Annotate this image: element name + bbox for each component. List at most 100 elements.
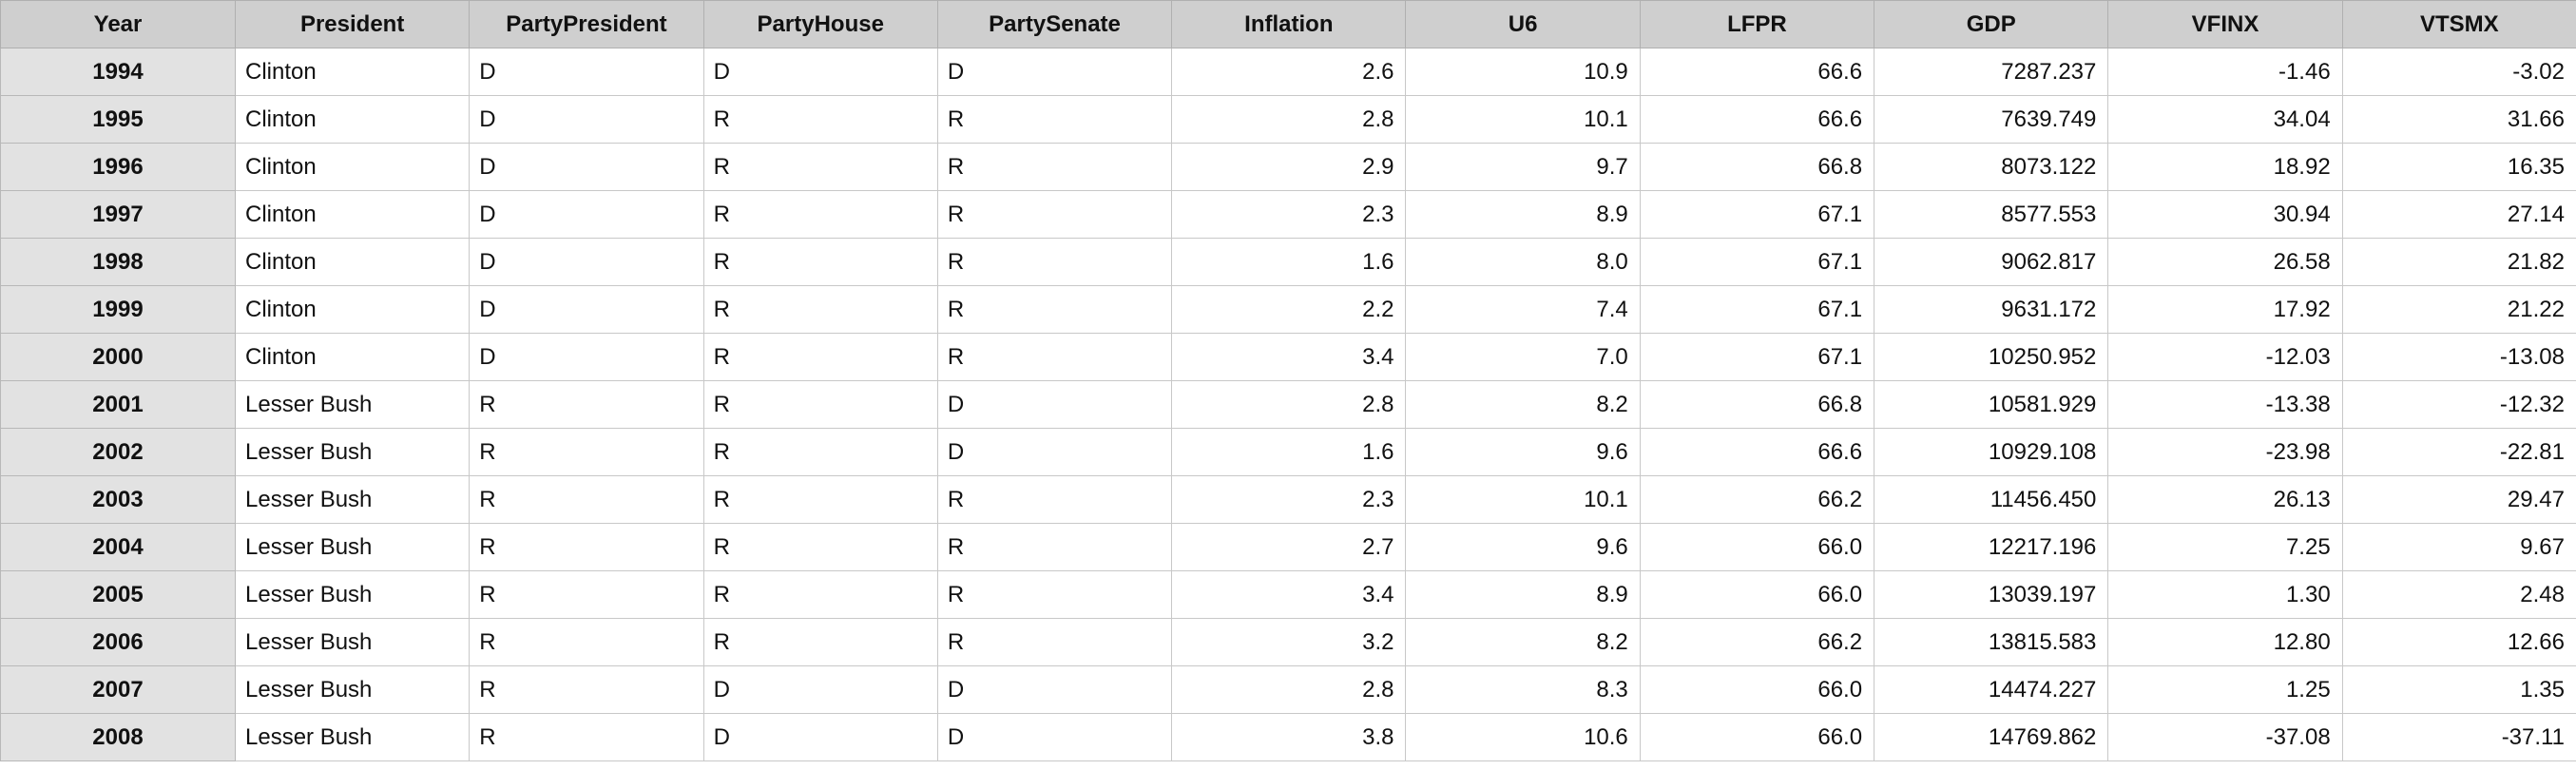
cell-partyhouse[interactable]: R [703, 524, 937, 571]
cell-inflation[interactable]: 3.4 [1172, 334, 1406, 381]
cell-partysenate[interactable]: D [937, 429, 1171, 476]
cell-inflation[interactable]: 2.2 [1172, 286, 1406, 334]
cell-gdp[interactable]: 9631.172 [1874, 286, 2108, 334]
cell-partysenate[interactable]: R [937, 524, 1171, 571]
cell-president[interactable]: Lesser Bush [236, 666, 470, 714]
row-header-year[interactable]: 2002 [1, 429, 236, 476]
column-header-partypresident[interactable]: PartyPresident [470, 1, 703, 48]
cell-vfinx[interactable]: 34.04 [2108, 96, 2342, 144]
cell-gdp[interactable]: 11456.450 [1874, 476, 2108, 524]
cell-u6[interactable]: 8.3 [1406, 666, 1640, 714]
cell-inflation[interactable]: 2.7 [1172, 524, 1406, 571]
cell-lfpr[interactable]: 66.0 [1640, 524, 1874, 571]
cell-president[interactable]: Clinton [236, 239, 470, 286]
cell-gdp[interactable]: 10250.952 [1874, 334, 2108, 381]
cell-inflation[interactable]: 3.2 [1172, 619, 1406, 666]
cell-partysenate[interactable]: R [937, 239, 1171, 286]
cell-president[interactable]: Clinton [236, 334, 470, 381]
cell-lfpr[interactable]: 66.2 [1640, 476, 1874, 524]
cell-partypresident[interactable]: D [470, 191, 703, 239]
cell-partypresident[interactable]: D [470, 286, 703, 334]
cell-president[interactable]: Clinton [236, 48, 470, 96]
cell-vtsmx[interactable]: -12.32 [2342, 381, 2576, 429]
row-header-year[interactable]: 1995 [1, 96, 236, 144]
cell-lfpr[interactable]: 66.0 [1640, 571, 1874, 619]
cell-president[interactable]: Lesser Bush [236, 571, 470, 619]
row-header-year[interactable]: 2005 [1, 571, 236, 619]
cell-vfinx[interactable]: -37.08 [2108, 714, 2342, 761]
cell-president[interactable]: Clinton [236, 191, 470, 239]
cell-u6[interactable]: 8.9 [1406, 571, 1640, 619]
cell-gdp[interactable]: 13039.197 [1874, 571, 2108, 619]
cell-vfinx[interactable]: 12.80 [2108, 619, 2342, 666]
cell-lfpr[interactable]: 66.0 [1640, 666, 1874, 714]
cell-president[interactable]: Lesser Bush [236, 381, 470, 429]
row-header-year[interactable]: 2006 [1, 619, 236, 666]
cell-partyhouse[interactable]: R [703, 286, 937, 334]
cell-lfpr[interactable]: 66.8 [1640, 144, 1874, 191]
cell-u6[interactable]: 8.2 [1406, 619, 1640, 666]
cell-vfinx[interactable]: -23.98 [2108, 429, 2342, 476]
cell-partyhouse[interactable]: R [703, 476, 937, 524]
cell-partyhouse[interactable]: R [703, 381, 937, 429]
cell-lfpr[interactable]: 66.8 [1640, 381, 1874, 429]
cell-vfinx[interactable]: 26.58 [2108, 239, 2342, 286]
row-header-year[interactable]: 1999 [1, 286, 236, 334]
cell-gdp[interactable]: 12217.196 [1874, 524, 2108, 571]
cell-partypresident[interactable]: R [470, 476, 703, 524]
column-header-inflation[interactable]: Inflation [1172, 1, 1406, 48]
cell-lfpr[interactable]: 66.0 [1640, 714, 1874, 761]
cell-partysenate[interactable]: R [937, 286, 1171, 334]
cell-partysenate[interactable]: R [937, 476, 1171, 524]
cell-president[interactable]: Lesser Bush [236, 476, 470, 524]
cell-lfpr[interactable]: 67.1 [1640, 191, 1874, 239]
cell-u6[interactable]: 8.0 [1406, 239, 1640, 286]
cell-vfinx[interactable]: 1.25 [2108, 666, 2342, 714]
cell-vtsmx[interactable]: 29.47 [2342, 476, 2576, 524]
cell-president[interactable]: Lesser Bush [236, 714, 470, 761]
cell-u6[interactable]: 8.2 [1406, 381, 1640, 429]
column-header-partyhouse[interactable]: PartyHouse [703, 1, 937, 48]
column-header-lfpr[interactable]: LFPR [1640, 1, 1874, 48]
cell-u6[interactable]: 10.9 [1406, 48, 1640, 96]
cell-partyhouse[interactable]: D [703, 48, 937, 96]
cell-vtsmx[interactable]: 2.48 [2342, 571, 2576, 619]
cell-gdp[interactable]: 9062.817 [1874, 239, 2108, 286]
cell-partyhouse[interactable]: R [703, 334, 937, 381]
cell-partypresident[interactable]: D [470, 48, 703, 96]
cell-president[interactable]: Clinton [236, 286, 470, 334]
cell-partysenate[interactable]: R [937, 96, 1171, 144]
cell-vfinx[interactable]: -12.03 [2108, 334, 2342, 381]
cell-partyhouse[interactable]: R [703, 619, 937, 666]
cell-partyhouse[interactable]: D [703, 666, 937, 714]
cell-lfpr[interactable]: 67.1 [1640, 334, 1874, 381]
cell-u6[interactable]: 9.6 [1406, 524, 1640, 571]
cell-inflation[interactable]: 2.8 [1172, 96, 1406, 144]
cell-vtsmx[interactable]: -22.81 [2342, 429, 2576, 476]
cell-inflation[interactable]: 2.8 [1172, 381, 1406, 429]
cell-vtsmx[interactable]: -13.08 [2342, 334, 2576, 381]
cell-u6[interactable]: 10.1 [1406, 476, 1640, 524]
cell-u6[interactable]: 8.9 [1406, 191, 1640, 239]
column-header-vfinx[interactable]: VFINX [2108, 1, 2342, 48]
cell-partyhouse[interactable]: R [703, 239, 937, 286]
cell-inflation[interactable]: 1.6 [1172, 239, 1406, 286]
cell-partysenate[interactable]: D [937, 48, 1171, 96]
cell-lfpr[interactable]: 67.1 [1640, 286, 1874, 334]
cell-gdp[interactable]: 13815.583 [1874, 619, 2108, 666]
cell-vtsmx[interactable]: 12.66 [2342, 619, 2576, 666]
cell-u6[interactable]: 7.4 [1406, 286, 1640, 334]
cell-partysenate[interactable]: R [937, 619, 1171, 666]
cell-partyhouse[interactable]: R [703, 571, 937, 619]
cell-inflation[interactable]: 2.6 [1172, 48, 1406, 96]
cell-gdp[interactable]: 10929.108 [1874, 429, 2108, 476]
row-header-year[interactable]: 2008 [1, 714, 236, 761]
cell-partypresident[interactable]: R [470, 524, 703, 571]
row-header-year[interactable]: 2000 [1, 334, 236, 381]
cell-vtsmx[interactable]: -3.02 [2342, 48, 2576, 96]
cell-vtsmx[interactable]: 27.14 [2342, 191, 2576, 239]
cell-inflation[interactable]: 2.3 [1172, 476, 1406, 524]
cell-partypresident[interactable]: R [470, 429, 703, 476]
cell-vtsmx[interactable]: 31.66 [2342, 96, 2576, 144]
cell-vfinx[interactable]: -1.46 [2108, 48, 2342, 96]
